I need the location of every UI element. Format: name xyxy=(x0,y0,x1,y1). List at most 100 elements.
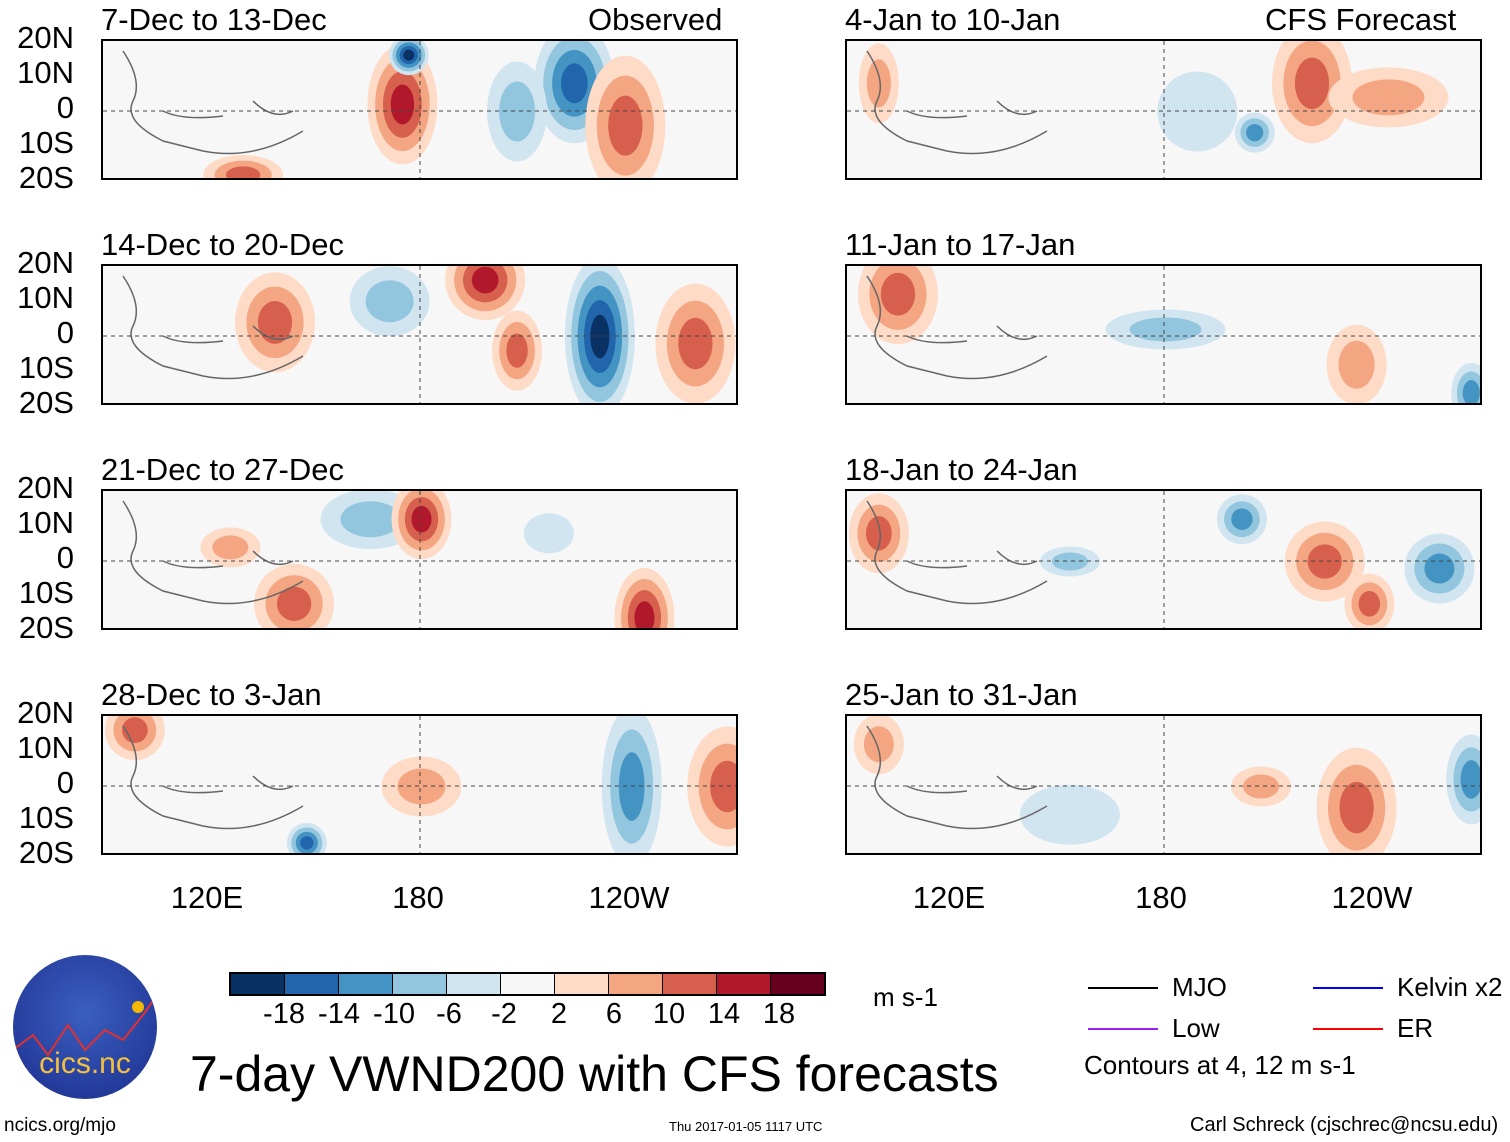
map-panel xyxy=(845,264,1482,405)
anomaly-contour xyxy=(257,300,293,344)
mountain-icon xyxy=(13,994,157,1057)
colorbar-label: -18 xyxy=(263,998,305,1030)
colorbar-label: 2 xyxy=(550,998,568,1030)
contour-note: Contours at 4, 12 m s-1 xyxy=(1084,1050,1356,1080)
anomaly-contour xyxy=(608,95,643,156)
map-panel xyxy=(101,264,738,405)
anomaly-map xyxy=(103,716,736,853)
lat-label: 0 xyxy=(56,540,74,575)
colorbar-label: -2 xyxy=(491,998,517,1030)
anomaly-contour xyxy=(1307,544,1342,579)
footer-timestamp: Thu 2017-01-05 1117 UTC xyxy=(669,1119,823,1134)
lat-label: 10N xyxy=(17,730,74,765)
anomaly-map xyxy=(847,491,1480,628)
anomaly-contour xyxy=(1019,784,1120,845)
colorbar-swatch xyxy=(339,974,393,994)
anomaly-contour xyxy=(300,836,314,850)
map-panel xyxy=(101,714,738,855)
anomaly-contour xyxy=(340,501,401,538)
anomaly-contour xyxy=(523,513,574,554)
anomaly-contour xyxy=(1051,552,1088,571)
anomaly-contour xyxy=(1294,57,1330,110)
anomaly-contour xyxy=(1358,590,1381,617)
lat-label: 20S xyxy=(18,610,74,645)
anomaly-map xyxy=(847,266,1480,403)
lat-label: 20N xyxy=(17,245,74,280)
legend-line xyxy=(1313,987,1383,989)
anomaly-contour xyxy=(1246,124,1264,142)
anomaly-contour xyxy=(863,726,894,763)
lon-label: 120E xyxy=(170,880,244,915)
map-panel xyxy=(101,39,738,180)
legend-label: ER xyxy=(1397,1013,1434,1043)
lat-label: 20S xyxy=(18,835,74,870)
anomaly-contour xyxy=(471,266,499,294)
legend-label: Low xyxy=(1172,1013,1220,1043)
map-panel xyxy=(845,714,1482,855)
lat-label: 0 xyxy=(56,315,74,350)
colorbar-label: -6 xyxy=(436,998,462,1030)
observed-label: Observed xyxy=(588,2,723,37)
coastline xyxy=(866,725,1048,830)
colorbar-label: 10 xyxy=(652,998,686,1030)
anomaly-contour xyxy=(276,586,312,621)
panel-title: 25-Jan to 31-Jan xyxy=(845,677,1078,712)
coastline xyxy=(866,50,1048,155)
colorbar-label: -14 xyxy=(318,998,360,1030)
legend-line xyxy=(1088,1028,1158,1030)
lat-label: 10S xyxy=(18,575,74,610)
lat-label: 10N xyxy=(17,280,74,315)
lon-label: 180 xyxy=(392,880,444,915)
lon-label: 120W xyxy=(1331,880,1413,915)
colorbar-swatch xyxy=(393,974,447,994)
anomaly-contour xyxy=(403,49,415,61)
coastline xyxy=(122,50,304,155)
lat-label: 20S xyxy=(18,385,74,420)
legend-label: Kelvin x2 xyxy=(1397,972,1503,1002)
anomaly-contour xyxy=(1339,781,1374,834)
map-panel xyxy=(845,39,1482,180)
anomaly-contour xyxy=(880,272,916,316)
colorbar xyxy=(229,972,826,996)
colorbar-swatch xyxy=(555,974,609,994)
colorbar-swatch xyxy=(609,974,663,994)
lat-label: 10S xyxy=(18,800,74,835)
figure-title: 7-day VWND200 with CFS forecasts xyxy=(190,1046,999,1102)
legend-line xyxy=(1313,1028,1383,1030)
colorbar-swatch xyxy=(663,974,717,994)
anomaly-contour xyxy=(1460,760,1480,799)
anomaly-contour xyxy=(365,280,414,323)
anomaly-contour xyxy=(634,601,655,628)
anomaly-contour xyxy=(1338,340,1375,389)
colorbar-swatch xyxy=(447,974,501,994)
coastline xyxy=(866,500,1048,605)
lat-label: 10S xyxy=(18,125,74,160)
panel-title: 28-Dec to 3-Jan xyxy=(101,677,322,712)
lat-label: 20N xyxy=(17,695,74,730)
footer-url[interactable]: ncics.org/mjo xyxy=(4,1115,116,1136)
anomaly-map xyxy=(847,41,1480,178)
anomaly-map xyxy=(847,716,1480,853)
anomaly-map xyxy=(103,266,736,403)
anomaly-map xyxy=(103,491,736,628)
colorbar-label: 18 xyxy=(762,998,796,1030)
lat-label: 20N xyxy=(17,20,74,55)
lat-label: 20N xyxy=(17,470,74,505)
colorbar-units: m s-1 xyxy=(873,982,938,1012)
anomaly-contour xyxy=(397,768,446,805)
coastline xyxy=(122,500,304,605)
anomaly-contour xyxy=(1231,508,1253,530)
lat-label: 0 xyxy=(56,765,74,800)
anomaly-contour xyxy=(411,505,432,533)
anomaly-contour xyxy=(866,59,891,108)
anomaly-contour xyxy=(506,333,528,368)
colorbar-label: -10 xyxy=(373,998,415,1030)
panel-title: 21-Dec to 27-Dec xyxy=(101,452,344,487)
lat-label: 20S xyxy=(18,160,74,195)
panel-title: 14-Dec to 20-Dec xyxy=(101,227,344,262)
anomaly-contour xyxy=(1157,71,1238,152)
anomaly-contour xyxy=(1424,553,1455,584)
lat-label: 10N xyxy=(17,505,74,540)
anomaly-contour xyxy=(561,63,588,104)
